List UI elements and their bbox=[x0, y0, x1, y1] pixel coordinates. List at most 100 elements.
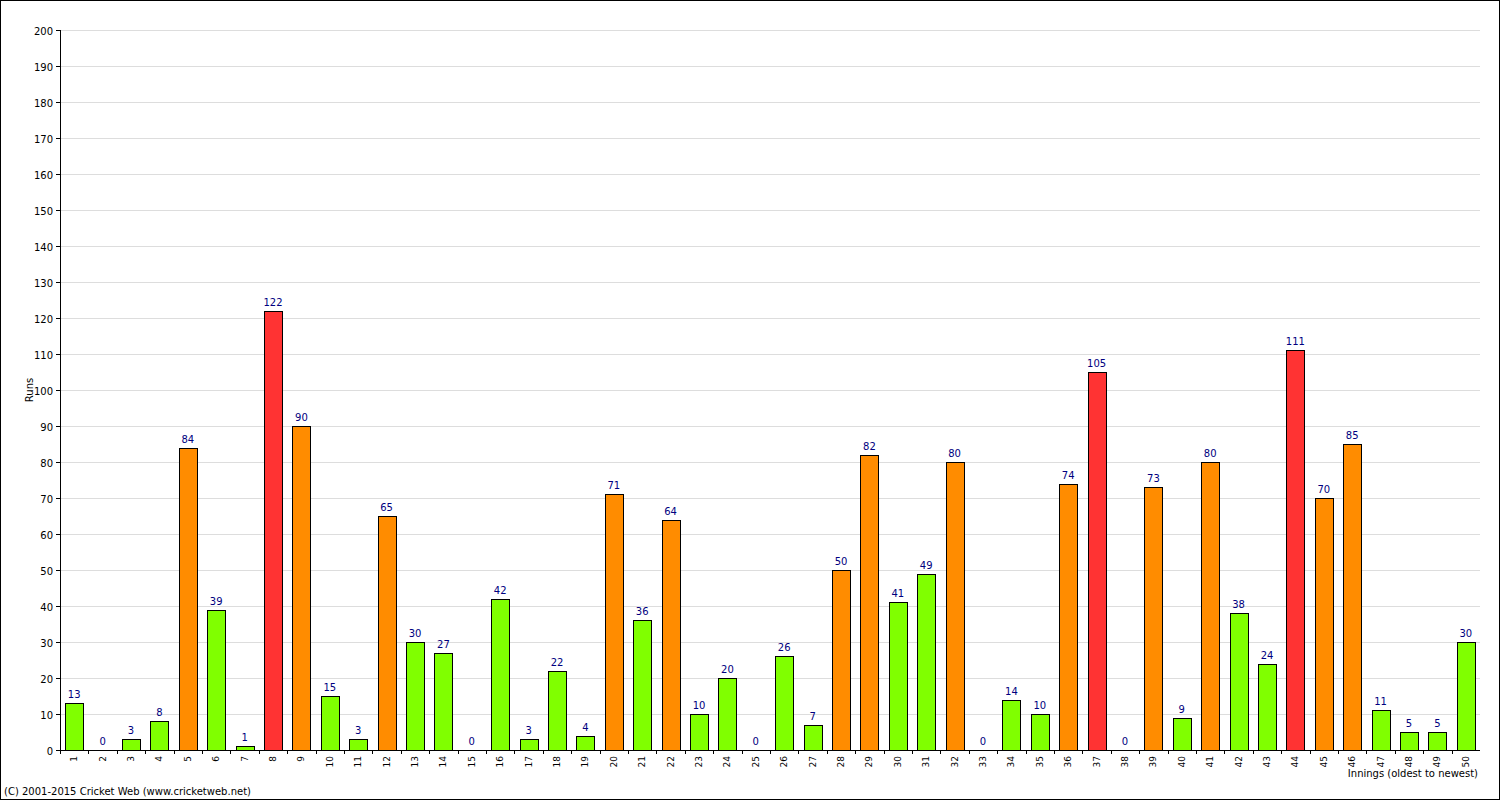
data-label: 73 bbox=[1147, 473, 1160, 484]
bar bbox=[407, 643, 425, 751]
x-tick-label: 29 bbox=[864, 756, 874, 768]
x-tick bbox=[827, 750, 828, 754]
y-tick bbox=[56, 66, 60, 67]
y-tick-label: 90 bbox=[40, 422, 53, 433]
x-tick-label: 32 bbox=[950, 756, 960, 767]
x-tick bbox=[316, 750, 317, 754]
y-tick bbox=[56, 462, 60, 463]
x-tick-label: 33 bbox=[978, 756, 988, 767]
bar bbox=[1060, 485, 1078, 751]
data-label: 49 bbox=[920, 560, 933, 571]
x-tick-label: 1 bbox=[69, 756, 79, 762]
x-tick-label: 28 bbox=[836, 756, 846, 768]
x-tick bbox=[940, 750, 941, 754]
bar bbox=[1429, 733, 1447, 751]
x-tick bbox=[514, 750, 515, 754]
grid-line bbox=[60, 210, 1480, 211]
bar bbox=[180, 449, 198, 751]
data-label: 64 bbox=[664, 506, 677, 517]
data-label: 85 bbox=[1346, 430, 1359, 441]
bar bbox=[1373, 711, 1391, 751]
x-tick bbox=[742, 750, 743, 754]
y-tick bbox=[56, 642, 60, 643]
annotation: (C) 2001-2015 Cricket Web (www.cricketwe… bbox=[4, 786, 251, 797]
grid-line bbox=[60, 174, 1480, 175]
data-label: 122 bbox=[263, 297, 282, 308]
x-tick-label: 49 bbox=[1432, 756, 1442, 768]
x-tick-label: 17 bbox=[524, 756, 534, 767]
x-tick bbox=[287, 750, 288, 754]
y-tick bbox=[56, 282, 60, 283]
x-tick bbox=[855, 750, 856, 754]
x-tick bbox=[1253, 750, 1254, 754]
grid-line bbox=[60, 246, 1480, 247]
x-tick bbox=[1338, 750, 1339, 754]
bar bbox=[1344, 445, 1362, 751]
data-label: 65 bbox=[380, 502, 393, 513]
data-label: 10 bbox=[693, 700, 706, 711]
data-label: 1 bbox=[241, 732, 247, 743]
bar bbox=[208, 611, 226, 751]
data-label: 105 bbox=[1087, 358, 1106, 369]
x-tick-label: 39 bbox=[1148, 756, 1158, 768]
y-tick bbox=[56, 570, 60, 571]
x-tick bbox=[202, 750, 203, 754]
data-label: 0 bbox=[980, 736, 986, 747]
data-label: 70 bbox=[1317, 484, 1330, 495]
x-tick bbox=[145, 750, 146, 754]
data-label: 14 bbox=[1005, 686, 1018, 697]
y-tick-label: 10 bbox=[40, 710, 53, 721]
data-label: 30 bbox=[1459, 628, 1472, 639]
x-tick-label: 13 bbox=[410, 756, 420, 767]
data-label: 24 bbox=[1261, 650, 1274, 661]
x-axis-label: Innings (oldest to newest) bbox=[1348, 768, 1478, 779]
y-tick bbox=[56, 390, 60, 391]
y-tick-label: 160 bbox=[34, 170, 53, 181]
x-tick bbox=[372, 750, 373, 754]
bar bbox=[691, 715, 709, 751]
y-tick bbox=[56, 534, 60, 535]
x-tick bbox=[997, 750, 998, 754]
bar bbox=[634, 621, 652, 751]
x-tick-label: 38 bbox=[1120, 756, 1130, 768]
bars bbox=[66, 312, 1476, 751]
bar bbox=[719, 679, 737, 751]
data-label: 30 bbox=[409, 628, 422, 639]
data-label: 0 bbox=[469, 736, 475, 747]
y-tick bbox=[56, 678, 60, 679]
x-tick bbox=[230, 750, 231, 754]
x-tick-label: 6 bbox=[211, 756, 221, 762]
y-tick-label: 40 bbox=[40, 602, 53, 613]
data-label: 15 bbox=[323, 682, 336, 693]
x-tick-label: 3 bbox=[126, 756, 136, 762]
bar bbox=[1401, 733, 1419, 751]
data-label: 111 bbox=[1286, 336, 1305, 347]
x-tick-label: 19 bbox=[580, 756, 590, 768]
x-tick bbox=[912, 750, 913, 754]
x-tick-label: 48 bbox=[1404, 756, 1414, 768]
x-tick bbox=[656, 750, 657, 754]
x-tick bbox=[1196, 750, 1197, 754]
y-tick bbox=[56, 246, 60, 247]
y-tick-label: 80 bbox=[40, 458, 53, 469]
y-tick bbox=[56, 354, 60, 355]
x-tick-label: 45 bbox=[1319, 756, 1329, 767]
y-tick bbox=[56, 102, 60, 103]
data-label: 84 bbox=[181, 434, 194, 445]
bar bbox=[890, 603, 908, 751]
y-tick-label: 180 bbox=[34, 98, 53, 109]
data-label: 3 bbox=[355, 725, 361, 736]
x-tick bbox=[429, 750, 430, 754]
bar bbox=[237, 747, 255, 751]
y-tick-label: 190 bbox=[34, 62, 53, 73]
bar bbox=[918, 575, 936, 751]
bar bbox=[293, 427, 311, 751]
x-tick-label: 42 bbox=[1234, 756, 1244, 767]
x-tick bbox=[60, 750, 61, 754]
y-tick-label: 20 bbox=[40, 674, 53, 685]
data-label: 90 bbox=[295, 412, 308, 423]
x-tick-label: 11 bbox=[353, 756, 363, 767]
bar bbox=[776, 657, 794, 751]
data-label: 36 bbox=[636, 606, 649, 617]
bar bbox=[151, 722, 169, 751]
